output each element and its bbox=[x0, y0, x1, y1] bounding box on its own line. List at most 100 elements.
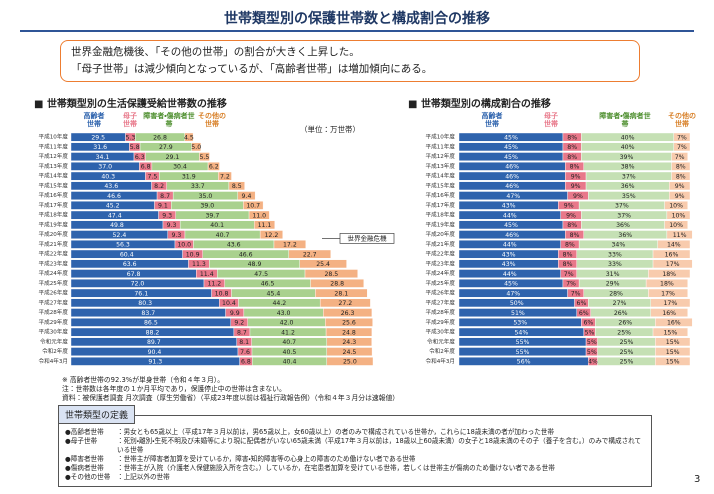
bar-segment bbox=[218, 171, 232, 181]
value-label: 45% bbox=[504, 154, 518, 161]
definition-text: ：世帯主が入院（介護老人保健施設入所を含む。）しているか，在宅患者加算を受けてい… bbox=[117, 464, 555, 472]
value-label: 25% bbox=[617, 329, 631, 336]
definition-term: ●その他の世帯 bbox=[65, 473, 111, 481]
bar-segment bbox=[315, 288, 368, 298]
value-label: 91.3 bbox=[148, 359, 162, 366]
value-label: 8% bbox=[565, 242, 575, 249]
value-label: 8.5 bbox=[232, 183, 242, 190]
value-label: 8% bbox=[676, 164, 686, 171]
value-label: 10.0 bbox=[177, 242, 191, 249]
value-label: 26.3 bbox=[341, 310, 355, 317]
value-label: 27% bbox=[613, 300, 627, 307]
value-label: 25% bbox=[620, 359, 634, 366]
definition-text: ：世帯主が障害者加算を受けているか，障害・知的障害等の心身上の障害のため働けない… bbox=[117, 455, 416, 463]
value-label: 63.6 bbox=[123, 261, 137, 268]
value-label: 40.5 bbox=[283, 349, 297, 356]
bar-segment bbox=[648, 269, 691, 278]
definition-text: ：死別・離別・生死不明及び未婚等により現に配偶者がいない65歳未満（平成17年３… bbox=[117, 437, 642, 454]
value-label: 25% bbox=[620, 339, 634, 346]
value-label: 41.2 bbox=[281, 329, 295, 336]
bar-segment bbox=[673, 132, 691, 142]
value-label: 7% bbox=[677, 134, 687, 141]
value-label: 28% bbox=[609, 290, 623, 297]
annotation-box bbox=[339, 233, 395, 244]
note: 資料：被保護者調査 月次調査（厚生労働省）（平成23年度以前は福祉行政報告例）（… bbox=[62, 394, 400, 402]
definition-text: ：男女とも65歳以上（平成17年３月以前は，男65歳以上，女60歳以上）の者のみ… bbox=[117, 428, 554, 436]
y-tick-label: 平成27年度 bbox=[39, 298, 69, 306]
value-label: 11% bbox=[673, 232, 687, 239]
value-label: 8% bbox=[567, 222, 577, 229]
summary-line: 世界金融危機後、「その他の世帯」の割合が大きく上昇した。 bbox=[71, 46, 360, 58]
value-label: 7% bbox=[677, 144, 687, 151]
y-tick-label: 平成14年度 bbox=[39, 172, 69, 180]
y-tick-label: 平成13年度 bbox=[39, 162, 69, 170]
bar-segment bbox=[237, 191, 256, 200]
bar-segment bbox=[650, 308, 688, 317]
y-tick-label: 平成30年度 bbox=[426, 328, 456, 336]
y-tick-label: 平成18年度 bbox=[426, 211, 456, 219]
value-label: 29.1 bbox=[166, 154, 180, 161]
y-tick-label: 平成26年度 bbox=[426, 289, 456, 297]
y-tick-label: 平成24年度 bbox=[426, 269, 456, 277]
value-label: 9.3 bbox=[171, 232, 181, 239]
value-label: 38% bbox=[621, 164, 635, 171]
value-label: 52.4 bbox=[113, 232, 127, 239]
bar-segment bbox=[671, 171, 691, 181]
value-label: 5.8 bbox=[130, 144, 140, 151]
value-label: 16% bbox=[665, 251, 679, 258]
value-label: 7.5 bbox=[147, 173, 157, 180]
value-label: 22.7 bbox=[303, 251, 317, 258]
value-label: 5.3 bbox=[125, 134, 135, 141]
y-tick-label: 令和元年度 bbox=[40, 337, 68, 345]
y-tick-label: 平成19年度 bbox=[426, 220, 456, 228]
value-label: 43% bbox=[502, 261, 516, 268]
value-label: 90.4 bbox=[148, 349, 162, 356]
value-label: 9.3 bbox=[167, 222, 177, 229]
value-label: 14% bbox=[667, 242, 681, 249]
value-label: 6.8 bbox=[141, 164, 151, 171]
value-label: 45% bbox=[504, 281, 518, 288]
bar-segment bbox=[669, 181, 691, 191]
y-tick-label: 平成29年度 bbox=[426, 318, 456, 326]
value-label: 24.3 bbox=[342, 339, 356, 346]
bar-segment bbox=[673, 142, 691, 152]
y-tick-label: 平成25年度 bbox=[39, 279, 69, 287]
value-label: 5% bbox=[587, 349, 597, 356]
value-label: 44.2 bbox=[272, 300, 286, 307]
bar-segment bbox=[655, 347, 691, 356]
value-label: 15% bbox=[666, 349, 680, 356]
summary-line: 「母子世帯」は減少傾向となっているが、「高齢者世帯」は増加傾向にある。 bbox=[71, 63, 433, 75]
value-label: 27.9 bbox=[159, 144, 173, 151]
value-label: 26.8 bbox=[153, 134, 167, 141]
value-label: 33% bbox=[608, 251, 622, 258]
bar-segment bbox=[650, 298, 691, 308]
value-label: 48.9 bbox=[248, 261, 262, 268]
value-label: 17% bbox=[663, 300, 677, 307]
unit-label: （単位：万世帯） bbox=[300, 125, 360, 134]
bar-segment bbox=[325, 318, 373, 327]
value-label: 55% bbox=[516, 349, 530, 356]
bar-segment bbox=[207, 162, 220, 171]
value-label: 47% bbox=[506, 193, 520, 200]
value-label: 6% bbox=[577, 300, 587, 307]
y-tick-label: 平成12年度 bbox=[426, 152, 456, 160]
bar-segment bbox=[319, 298, 371, 308]
value-label: 46% bbox=[505, 183, 519, 190]
definition-row: ●その他の世帯 ：上記以外の世帯 bbox=[65, 473, 645, 482]
value-label: 8% bbox=[567, 154, 577, 161]
y-tick-label: 平成10年度 bbox=[426, 133, 456, 141]
y-tick-label: 平成23年度 bbox=[426, 259, 456, 267]
bar-segment bbox=[243, 201, 264, 210]
value-label: 11.4 bbox=[200, 271, 214, 278]
value-label: 9% bbox=[566, 212, 576, 219]
value-label: 50% bbox=[510, 300, 524, 307]
y-tick-label: 平成18年度 bbox=[39, 211, 69, 219]
value-label: 6.2 bbox=[209, 164, 219, 171]
value-label: 40% bbox=[621, 134, 635, 141]
bar-segment bbox=[326, 357, 374, 366]
value-label: 46% bbox=[505, 164, 519, 171]
value-label: 9.3 bbox=[162, 212, 172, 219]
value-label: 27.2 bbox=[338, 300, 352, 307]
value-label: 10% bbox=[672, 212, 686, 219]
